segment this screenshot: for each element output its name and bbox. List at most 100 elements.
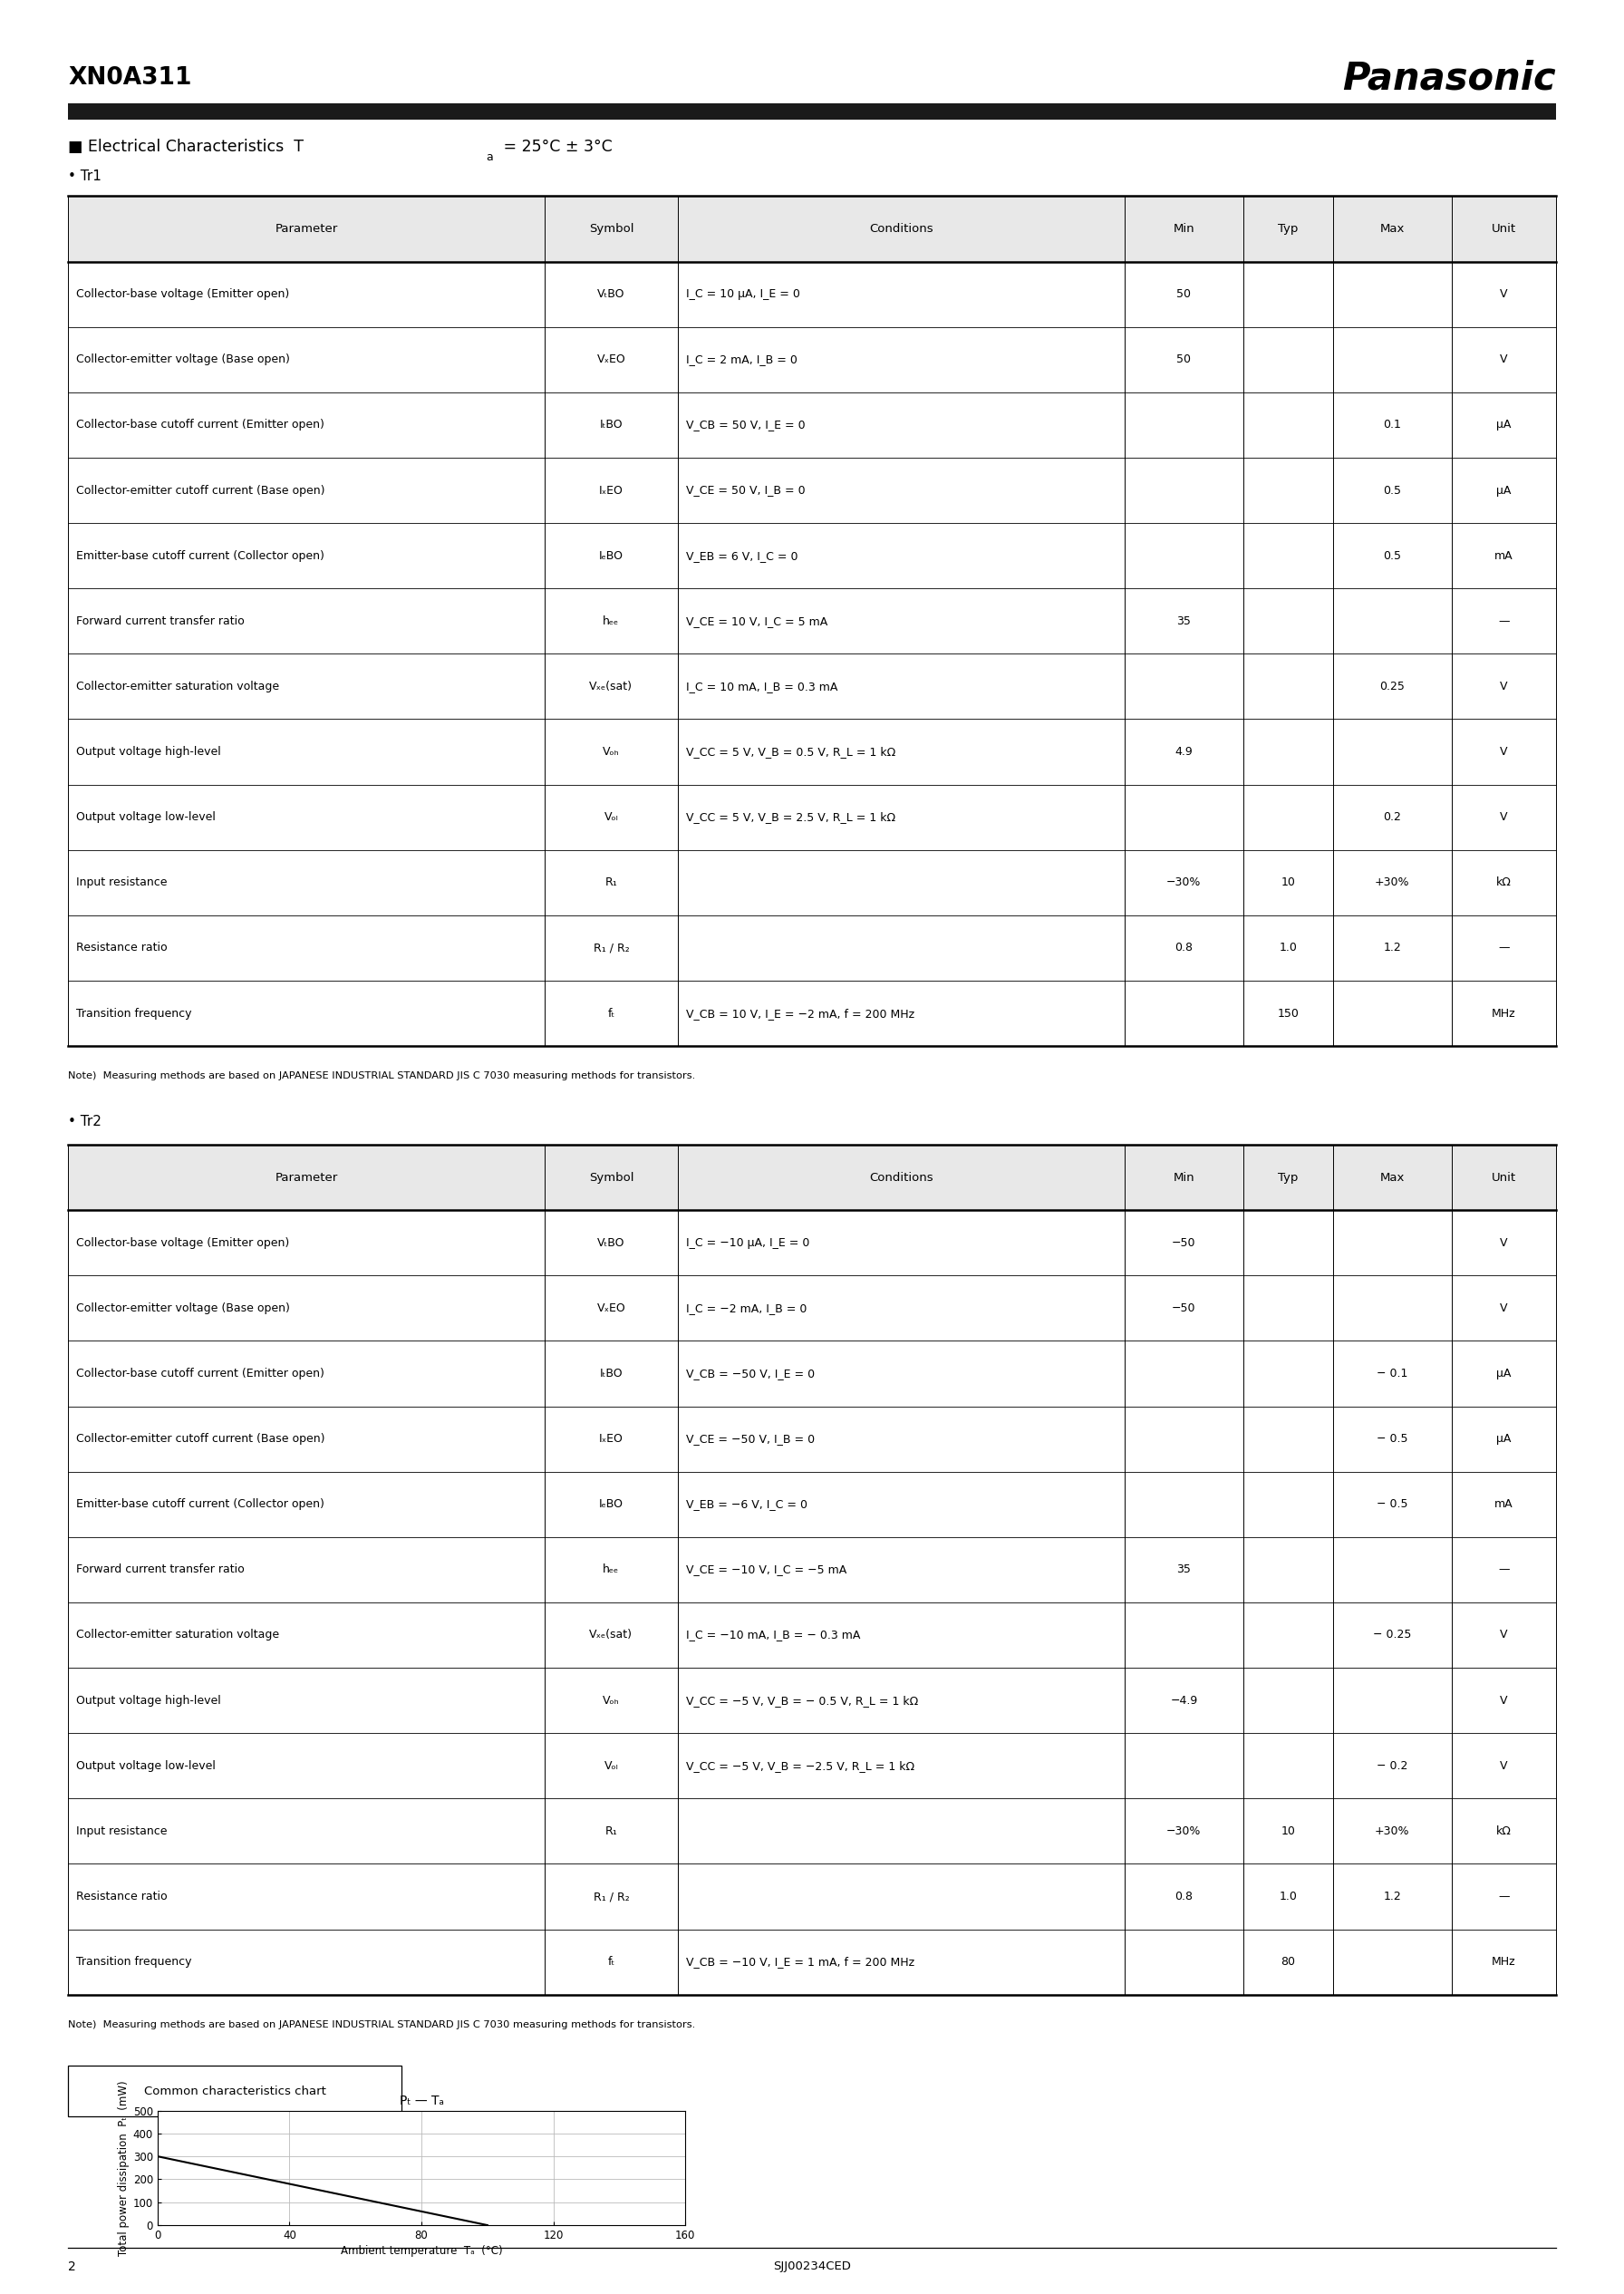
- Text: fₜ: fₜ: [607, 1007, 615, 1019]
- Text: Output voltage high-level: Output voltage high-level: [76, 746, 221, 757]
- Text: V: V: [1501, 1303, 1507, 1314]
- Text: IₑBO: IₑBO: [599, 1498, 624, 1509]
- Text: ■ Electrical Characteristics  T: ■ Electrical Characteristics T: [68, 138, 304, 156]
- Text: Parameter: Parameter: [274, 223, 338, 234]
- Text: Collector-base cutoff current (Emitter open): Collector-base cutoff current (Emitter o…: [76, 1367, 325, 1379]
- Text: V: V: [1501, 812, 1507, 824]
- Text: Collector-emitter cutoff current (Base open): Collector-emitter cutoff current (Base o…: [76, 1434, 325, 1445]
- Text: IₓEO: IₓEO: [599, 484, 624, 496]
- Text: 1.0: 1.0: [1280, 943, 1298, 954]
- Text: R₁ / R₂: R₁ / R₂: [593, 943, 628, 954]
- Text: Common characteristics chart: Common characteristics chart: [143, 2085, 326, 2097]
- Text: R₁: R₁: [606, 1826, 617, 1837]
- Text: Typ: Typ: [1278, 223, 1298, 234]
- Text: Collector-emitter cutoff current (Base open): Collector-emitter cutoff current (Base o…: [76, 484, 325, 496]
- Text: Panasonic: Panasonic: [1343, 60, 1556, 96]
- Text: +30%: +30%: [1374, 876, 1410, 888]
- Text: 0.2: 0.2: [1384, 812, 1402, 824]
- Text: Vₒₕ: Vₒₕ: [603, 746, 620, 757]
- Text: −50: −50: [1173, 1236, 1195, 1248]
- Text: 0.1: 0.1: [1384, 420, 1402, 431]
- Text: IₜBO: IₜBO: [599, 1367, 622, 1379]
- Text: −30%: −30%: [1166, 1826, 1202, 1837]
- Text: 1.2: 1.2: [1384, 943, 1402, 954]
- Text: IₓEO: IₓEO: [599, 1434, 624, 1445]
- Text: 0.25: 0.25: [1379, 681, 1405, 693]
- Text: Input resistance: Input resistance: [76, 876, 167, 888]
- Text: −30%: −30%: [1166, 876, 1202, 888]
- Text: Output voltage low-level: Output voltage low-level: [76, 812, 216, 824]
- Y-axis label: Total power dissipation  Pₜ  (mW): Total power dissipation Pₜ (mW): [117, 2081, 130, 2255]
- Text: —: —: [1497, 1565, 1509, 1576]
- Text: = 25°C ± 3°C: = 25°C ± 3°C: [499, 138, 612, 156]
- Text: V_CC = −5 V, V_B = − 0.5 V, R_L = 1 kΩ: V_CC = −5 V, V_B = − 0.5 V, R_L = 1 kΩ: [687, 1695, 919, 1707]
- Bar: [68, 197, 1556, 262]
- Text: V_CE = −50 V, I_B = 0: V_CE = −50 V, I_B = 0: [687, 1434, 815, 1445]
- Text: I_C = −2 mA, I_B = 0: I_C = −2 mA, I_B = 0: [687, 1303, 807, 1314]
- Text: 2: 2: [68, 2260, 76, 2273]
- Text: 0.5: 0.5: [1384, 551, 1402, 562]
- Text: V_CB = 10 V, I_E = −2 mA, f = 200 MHz: V_CB = 10 V, I_E = −2 mA, f = 200 MHz: [687, 1007, 914, 1019]
- Text: Vₓₑ(sat): Vₓₑ(sat): [590, 1629, 633, 1640]
- Text: V_CC = 5 V, V_B = 0.5 V, R_L = 1 kΩ: V_CC = 5 V, V_B = 0.5 V, R_L = 1 kΩ: [687, 746, 896, 757]
- Text: kΩ: kΩ: [1496, 876, 1512, 888]
- Text: Resistance ratio: Resistance ratio: [76, 943, 167, 954]
- Bar: [68, 103, 1556, 119]
- Text: Resistance ratio: Resistance ratio: [76, 1890, 167, 1902]
- Text: Parameter: Parameter: [274, 1172, 338, 1184]
- Text: IₜBO: IₜBO: [599, 420, 622, 431]
- Text: Collector-base voltage (Emitter open): Collector-base voltage (Emitter open): [76, 1236, 289, 1248]
- Text: Max: Max: [1380, 1172, 1405, 1184]
- Text: Input resistance: Input resistance: [76, 1826, 167, 1837]
- Text: μA: μA: [1496, 420, 1512, 431]
- Text: VₓEO: VₓEO: [596, 353, 625, 365]
- Text: V: V: [1501, 1236, 1507, 1248]
- Text: V_CC = −5 V, V_B = −2.5 V, R_L = 1 kΩ: V_CC = −5 V, V_B = −2.5 V, R_L = 1 kΩ: [687, 1759, 914, 1771]
- Text: MHz: MHz: [1492, 1957, 1515, 1968]
- Text: V_CB = −50 V, I_E = 0: V_CB = −50 V, I_E = 0: [687, 1367, 815, 1379]
- Text: kΩ: kΩ: [1496, 1826, 1512, 1837]
- Text: Vₒₗ: Vₒₗ: [604, 812, 619, 824]
- Text: VₜBO: VₜBO: [598, 1236, 625, 1248]
- Text: μA: μA: [1496, 1367, 1512, 1379]
- Bar: [68, 1145, 1556, 1209]
- Text: V_EB = 6 V, I_C = 0: V_EB = 6 V, I_C = 0: [687, 551, 797, 562]
- Text: Transition frequency: Transition frequency: [76, 1957, 192, 1968]
- Text: −50: −50: [1173, 1303, 1195, 1314]
- Text: 150: 150: [1276, 1007, 1299, 1019]
- Text: − 0.5: − 0.5: [1377, 1498, 1408, 1509]
- Text: Unit: Unit: [1491, 223, 1517, 234]
- Text: • Tr1: • Tr1: [68, 170, 102, 184]
- Text: Vₒₗ: Vₒₗ: [604, 1759, 619, 1771]
- Text: V: V: [1501, 746, 1507, 757]
- Text: Forward current transfer ratio: Forward current transfer ratio: [76, 615, 245, 626]
- Text: 10: 10: [1281, 876, 1296, 888]
- Text: −4.9: −4.9: [1171, 1695, 1197, 1707]
- Text: V_CC = 5 V, V_B = 2.5 V, R_L = 1 kΩ: V_CC = 5 V, V_B = 2.5 V, R_L = 1 kΩ: [687, 812, 896, 824]
- Text: VₜBO: VₜBO: [598, 289, 625, 301]
- Text: fₜ: fₜ: [607, 1957, 615, 1968]
- Text: Max: Max: [1380, 223, 1405, 234]
- Text: 1.0: 1.0: [1280, 1890, 1298, 1902]
- Text: mA: mA: [1494, 551, 1514, 562]
- Text: SJJ00234CED: SJJ00234CED: [773, 2260, 851, 2273]
- Title: Pₜ — Tₐ: Pₜ — Tₐ: [400, 2094, 443, 2106]
- Text: V: V: [1501, 1629, 1507, 1640]
- Text: Collector-emitter voltage (Base open): Collector-emitter voltage (Base open): [76, 353, 291, 365]
- Text: Symbol: Symbol: [590, 1172, 633, 1184]
- Text: Vₓₑ(sat): Vₓₑ(sat): [590, 681, 633, 693]
- Text: Conditions: Conditions: [869, 1172, 934, 1184]
- Text: V: V: [1501, 1695, 1507, 1707]
- Text: Conditions: Conditions: [869, 223, 934, 234]
- Text: Min: Min: [1173, 1172, 1195, 1184]
- Text: V_EB = −6 V, I_C = 0: V_EB = −6 V, I_C = 0: [687, 1498, 807, 1509]
- Text: 4.9: 4.9: [1174, 746, 1194, 757]
- Text: VₓEO: VₓEO: [596, 1303, 625, 1314]
- Text: Transition frequency: Transition frequency: [76, 1007, 192, 1019]
- Text: hₑₑ: hₑₑ: [603, 615, 619, 626]
- Text: V: V: [1501, 353, 1507, 365]
- Text: Vₒₕ: Vₒₕ: [603, 1695, 620, 1707]
- Text: Typ: Typ: [1278, 1172, 1298, 1184]
- Text: 35: 35: [1177, 1565, 1190, 1576]
- Text: 1.2: 1.2: [1384, 1890, 1402, 1902]
